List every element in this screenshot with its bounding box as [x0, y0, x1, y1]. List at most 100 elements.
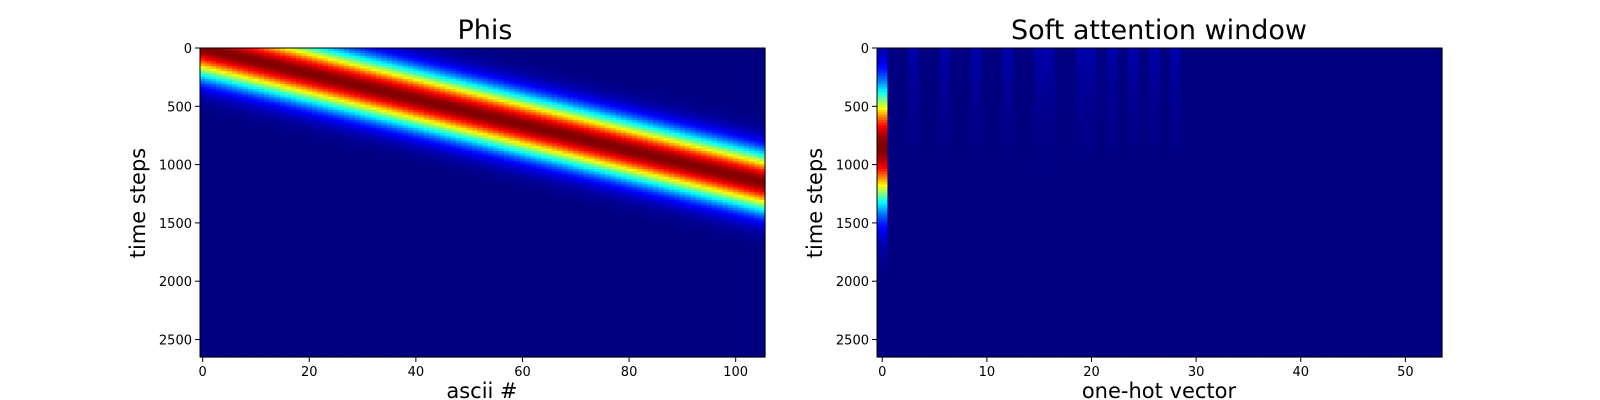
- phis-cell: [215, 156, 222, 160]
- phis-cell: [301, 48, 308, 52]
- phis-cell: [285, 112, 292, 116]
- phis-cell: [200, 217, 206, 222]
- phis-cell: [237, 60, 244, 65]
- phis-cell: [269, 336, 276, 340]
- phis-cell: [253, 210, 260, 214]
- phis-cell: [290, 60, 297, 65]
- phis-cell: [301, 254, 308, 258]
- phis-cell: [215, 166, 222, 170]
- phis-cell: [226, 264, 233, 268]
- phis-cell: [237, 241, 244, 245]
- phis-cell: [295, 248, 302, 253]
- phis-cell: [242, 187, 249, 191]
- phis-cell: [237, 212, 244, 216]
- phis-cell: [231, 169, 238, 173]
- phis-cell: [263, 120, 270, 124]
- phis-cell: [221, 336, 228, 340]
- phis-cell: [306, 174, 313, 178]
- phis-cell: [274, 78, 281, 83]
- phis-cell: [258, 156, 265, 160]
- phis-cell: [253, 55, 260, 59]
- phis-cell: [237, 215, 244, 219]
- phis-cell: [210, 243, 217, 247]
- phis-cell: [253, 76, 260, 80]
- phis-cell: [200, 132, 206, 137]
- phis-cell: [247, 238, 254, 242]
- phis-cell: [221, 233, 228, 237]
- phis-cell: [290, 341, 297, 345]
- phis-cell: [274, 282, 281, 286]
- phis-cell: [210, 336, 217, 340]
- phis-cell: [290, 86, 297, 90]
- phis-cell: [290, 246, 297, 250]
- phis-cell: [306, 135, 313, 139]
- phis-cell: [205, 140, 212, 144]
- phis-cell: [301, 184, 308, 188]
- phis-cell: [290, 148, 297, 152]
- phis-cell: [215, 259, 222, 263]
- phis-cell: [242, 338, 249, 343]
- phis-cell: [215, 161, 222, 165]
- phis-cell: [269, 292, 276, 296]
- phis-cell: [231, 78, 238, 83]
- phis-cell: [258, 246, 265, 250]
- phis-cell: [258, 99, 265, 103]
- phis-cell: [221, 320, 228, 325]
- phis-cell: [231, 138, 238, 142]
- phis-cell: [242, 76, 249, 80]
- phis-cell: [263, 220, 270, 224]
- phis-cell: [274, 156, 281, 160]
- phis-cell: [263, 279, 270, 283]
- phis-cell: [215, 78, 222, 83]
- phis-cell: [279, 295, 286, 299]
- phis-cell: [274, 235, 281, 240]
- phis-cell: [263, 243, 270, 247]
- phis-cell: [258, 84, 265, 88]
- phis-cell: [274, 81, 281, 85]
- phis-cell: [242, 290, 249, 294]
- phis-cell: [290, 161, 297, 165]
- phis-cell: [215, 264, 222, 268]
- phis-cell: [226, 251, 233, 255]
- phis-cell: [215, 323, 222, 327]
- phis-cell: [263, 163, 270, 168]
- phis-cell: [205, 349, 212, 353]
- phis-cell: [231, 140, 238, 144]
- phis-cell: [274, 238, 281, 242]
- phis-cell: [231, 91, 238, 95]
- phis-cell: [253, 71, 260, 75]
- phis-cell: [226, 284, 233, 289]
- phis-cell: [242, 184, 249, 188]
- phis-cell: [221, 292, 228, 296]
- phis-cell: [226, 66, 233, 70]
- phis-cell: [205, 346, 212, 350]
- phis-cell: [285, 161, 292, 165]
- phis-cell: [263, 354, 270, 358]
- phis-cell: [258, 351, 265, 356]
- phis-cell: [306, 184, 313, 188]
- phis-cell: [301, 256, 308, 260]
- phis-cell: [253, 243, 260, 247]
- phis-cell: [237, 163, 244, 168]
- phis-cell: [210, 251, 217, 255]
- phis-cell: [290, 290, 297, 294]
- phis-cell: [226, 151, 233, 155]
- phis-cell: [247, 243, 254, 247]
- phis-cell: [226, 112, 233, 116]
- phis-cell: [253, 246, 260, 250]
- phis-cell: [274, 58, 281, 62]
- phis-cell: [279, 53, 286, 57]
- phis-cell: [253, 199, 260, 204]
- phis-cell: [200, 109, 206, 113]
- phis-cell: [221, 277, 228, 281]
- phis-cell: [285, 274, 292, 278]
- phis-cell: [215, 290, 222, 294]
- phis-cell: [306, 243, 313, 247]
- phis-cell: [221, 205, 228, 209]
- phis-cell: [274, 344, 281, 348]
- phis-cell: [226, 354, 233, 358]
- phis-cell: [215, 102, 222, 106]
- phis-cell: [205, 302, 212, 307]
- phis-cell: [263, 151, 270, 155]
- phis-cell: [295, 318, 302, 322]
